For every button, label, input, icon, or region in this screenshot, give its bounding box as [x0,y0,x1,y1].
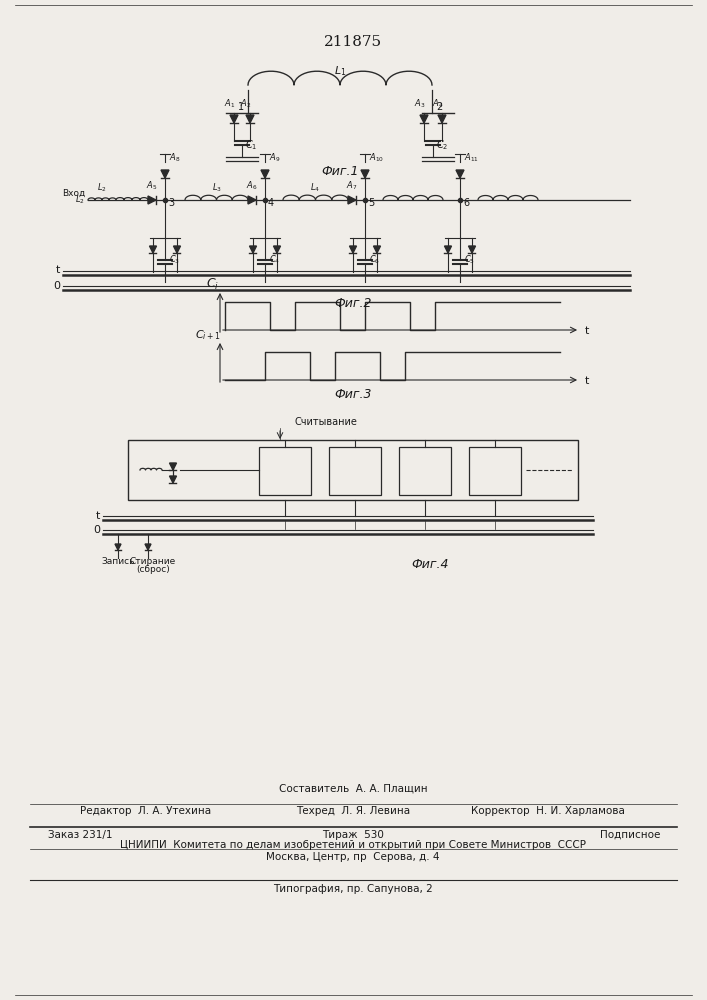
Text: 0: 0 [93,525,100,535]
Text: $C_5$: $C_5$ [464,254,475,266]
Bar [399,447,451,495]
Text: Составитель  А. А. Плащин: Составитель А. А. Плащин [279,784,427,794]
Text: Типография, пр. Сапунова, 2: Типография, пр. Сапунова, 2 [273,884,433,894]
Text: Стирание: Стирание [130,557,176,566]
Text: 211875: 211875 [324,35,382,49]
Text: $L_4$: $L_4$ [310,181,320,194]
Polygon shape [456,170,464,178]
Text: Заказ 231/1: Заказ 231/1 [48,830,112,840]
Polygon shape [261,170,269,178]
Text: Фиг.3: Фиг.3 [334,388,372,401]
Text: Редактор  Л. А. Утехина: Редактор Л. А. Утехина [80,806,211,816]
Polygon shape [248,196,256,204]
Polygon shape [170,463,177,470]
Text: ЦНИИПИ  Комитета по делам изобретений и открытий при Совете Министров  СССР: ЦНИИПИ Комитета по делам изобретений и о… [120,840,586,850]
Text: $A_9$: $A_9$ [269,151,281,163]
Text: 5: 5 [368,198,374,208]
Bar [128,440,578,500]
Text: $C_{i+1}$: $C_{i+1}$ [195,328,221,342]
Text: $A_5$: $A_5$ [146,179,158,192]
Polygon shape [349,246,356,253]
Text: Вход: Вход [62,189,85,198]
Polygon shape [148,196,156,204]
Polygon shape [149,246,156,253]
Text: t: t [56,265,60,275]
Bar [259,447,311,495]
Polygon shape [348,196,356,204]
Polygon shape [170,476,177,483]
Text: t: t [95,511,100,521]
Text: $C_4$: $C_4$ [269,254,280,266]
Polygon shape [373,246,380,253]
Polygon shape [361,170,369,178]
Text: Фиг.2: Фиг.2 [334,297,372,310]
Text: $L_3$: $L_3$ [211,181,221,194]
Text: $L_2$: $L_2$ [97,181,107,194]
Text: $A_6$: $A_6$ [246,179,258,192]
Text: $L_2$: $L_2$ [75,193,85,206]
Text: $A_{11}$: $A_{11}$ [464,151,479,163]
Text: Корректор  Н. И. Харламова: Корректор Н. И. Харламова [471,806,625,816]
Text: $C_1$: $C_1$ [245,138,257,152]
Polygon shape [445,246,452,253]
Text: $A_2$: $A_2$ [240,98,252,110]
Polygon shape [145,544,151,550]
Text: $A_3$: $A_3$ [414,98,426,110]
Text: $A_1$: $A_1$ [224,98,235,110]
Bar [329,447,381,495]
Text: $A_7$: $A_7$ [346,179,358,192]
Text: Техред  Л. Я. Левина: Техред Л. Я. Левина [296,806,410,816]
Text: Москва, Центр, пр  Серова, д. 4: Москва, Центр, пр Серова, д. 4 [267,852,440,862]
Text: $C_2$: $C_2$ [436,138,448,152]
Text: $A_8$: $A_8$ [169,151,180,163]
Text: $L_1$: $L_1$ [334,64,346,78]
Polygon shape [250,246,257,253]
Text: Считывание: Считывание [295,417,358,427]
Polygon shape [420,115,428,123]
Polygon shape [246,115,254,123]
Text: Подписное: Подписное [600,830,660,840]
Polygon shape [230,115,238,123]
Text: 4: 4 [268,198,274,208]
Text: (сброс): (сброс) [136,565,170,574]
Text: t: t [585,376,590,386]
Text: Запись: Запись [101,557,135,566]
Bar [469,447,521,495]
Text: t: t [585,326,590,336]
Text: 3: 3 [168,198,174,208]
Text: $A_4$: $A_4$ [432,98,443,110]
Text: Фиг.1: Фиг.1 [321,165,358,178]
Polygon shape [438,115,446,123]
Text: Фиг.4: Фиг.4 [411,558,449,571]
Text: $A_{10}$: $A_{10}$ [369,151,384,163]
Polygon shape [173,246,180,253]
Polygon shape [115,544,121,550]
Text: $C_i$: $C_i$ [206,277,220,292]
Text: $C_3$: $C_3$ [169,254,180,266]
Text: 2: 2 [436,102,443,112]
Text: 1: 1 [238,102,244,112]
Polygon shape [274,246,281,253]
Polygon shape [161,170,169,178]
Text: 0: 0 [53,281,60,291]
Text: Тираж  530: Тираж 530 [322,830,384,840]
Text: 6: 6 [463,198,469,208]
Polygon shape [469,246,476,253]
Text: $C_6$: $C_6$ [369,254,380,266]
